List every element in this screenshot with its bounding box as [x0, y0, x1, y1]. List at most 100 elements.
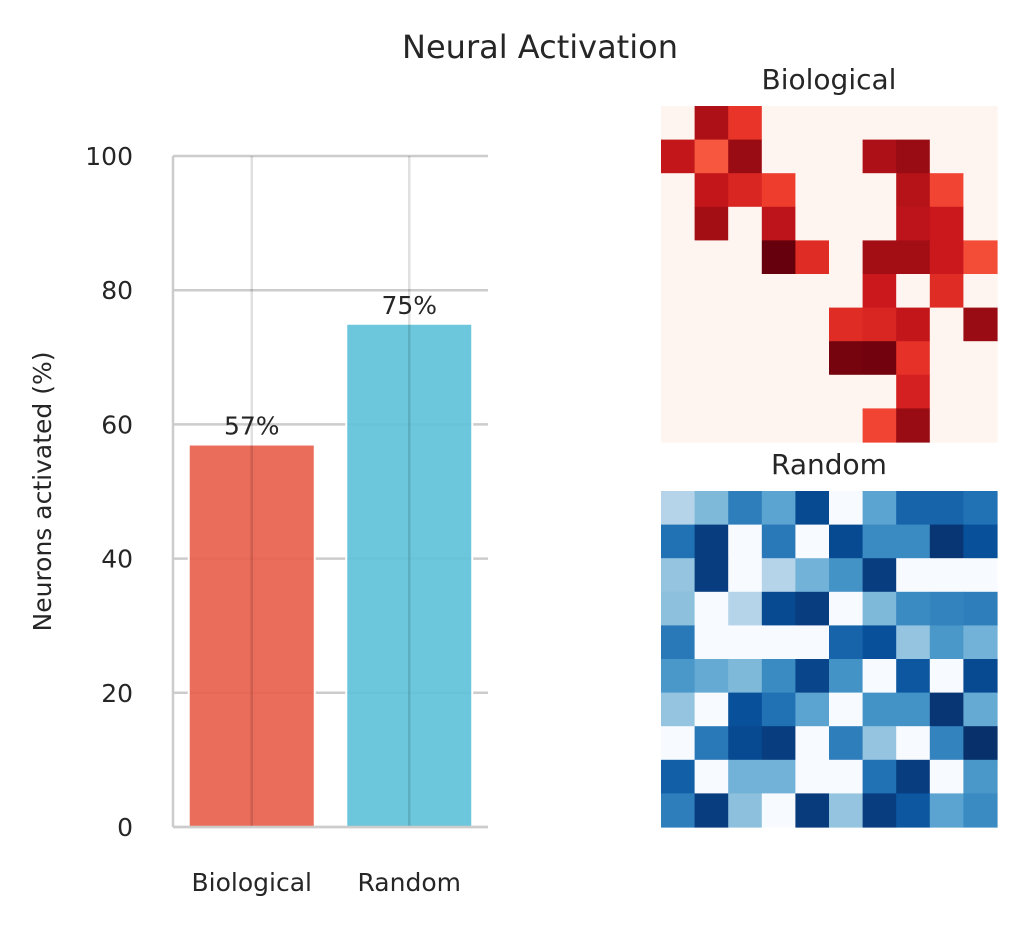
heatmap-cell	[896, 591, 931, 626]
heatmap-cell	[761, 491, 796, 526]
heatmap-cell	[829, 206, 864, 241]
heatmap-cell	[761, 558, 796, 593]
heatmap-cell	[829, 759, 864, 794]
heatmap-cell	[694, 759, 729, 794]
heatmap-cell	[963, 491, 998, 526]
heatmap-cell	[929, 240, 964, 275]
heatmap-cell	[728, 408, 763, 443]
heatmap-cell	[761, 274, 796, 309]
y-tick-label: 80	[101, 276, 133, 305]
heatmap-cell	[963, 558, 998, 593]
heatmap-cell	[795, 726, 830, 761]
heatmap-cell	[862, 307, 897, 342]
heatmap-cell	[694, 692, 729, 727]
heatmap-cell	[829, 491, 864, 526]
heatmap-cell	[862, 374, 897, 409]
heatmap-cell	[963, 374, 998, 409]
heatmap-cell	[963, 240, 998, 275]
heatmap-cell	[694, 274, 729, 309]
heatmap-cell	[929, 793, 964, 828]
heatmap-biological: Biological	[661, 63, 998, 443]
heatmap-cell	[661, 659, 696, 694]
heatmap-cell	[661, 206, 696, 241]
heatmap-cell	[728, 206, 763, 241]
heatmap-cell	[929, 274, 964, 309]
heatmap-cell	[862, 591, 897, 626]
figure-title: Neural Activation	[402, 28, 678, 66]
heatmap-cell	[896, 274, 931, 309]
heatmap-cell	[761, 591, 796, 626]
heatmap-cell	[694, 341, 729, 376]
bar-data-labels: 57% 75%	[224, 291, 437, 441]
heatmap-cell	[728, 591, 763, 626]
heatmap-cell	[829, 558, 864, 593]
y-axis-label: Neurons activated (%)	[28, 352, 57, 632]
heatmap-cell	[963, 106, 998, 141]
heatmap-cell	[829, 374, 864, 409]
heatmap-cell	[829, 408, 864, 443]
heatmap-cell	[661, 524, 696, 559]
bar-series	[187, 322, 474, 828]
heatmap-cell	[661, 139, 696, 174]
heatmap-cell	[694, 524, 729, 559]
heatmap-cell	[862, 408, 897, 443]
heatmap-cell	[929, 625, 964, 660]
heatmap-cell	[929, 726, 964, 761]
heatmap-cell	[694, 106, 729, 141]
heatmap-cell	[795, 274, 830, 309]
heatmap-cell	[929, 408, 964, 443]
heatmap-cell	[661, 558, 696, 593]
heatmap-cell	[862, 625, 897, 660]
y-tick-label: 60	[101, 410, 133, 439]
heatmap-cell	[661, 726, 696, 761]
heatmap-cell	[661, 374, 696, 409]
heatmap-cell	[963, 206, 998, 241]
heatmap-cell	[896, 139, 931, 174]
heatmap-cell	[795, 524, 830, 559]
heatmap-cell	[795, 374, 830, 409]
heatmap-cell	[963, 307, 998, 342]
heatmap-cell	[829, 341, 864, 376]
heatmap-cell	[896, 374, 931, 409]
heatmap-cell	[929, 206, 964, 241]
bar-data-label: 75%	[381, 291, 437, 320]
heatmap-cell	[761, 524, 796, 559]
heatmap-cell	[728, 625, 763, 660]
heatmap-cell	[728, 692, 763, 727]
heatmap-cell	[963, 274, 998, 309]
heatmap-cell	[761, 206, 796, 241]
y-tick-label: 20	[101, 679, 133, 708]
heatmap-cell	[661, 341, 696, 376]
heatmap-cell	[896, 341, 931, 376]
heatmap-cell	[694, 139, 729, 174]
heatmap-cell	[694, 591, 729, 626]
heatmap-cell	[795, 759, 830, 794]
heatmap-cell	[661, 625, 696, 660]
heatmap-cell	[795, 240, 830, 275]
heatmap-cell	[761, 692, 796, 727]
heatmap-cell	[661, 692, 696, 727]
heatmap-cell	[661, 307, 696, 342]
y-tick-label: 40	[101, 545, 133, 574]
heatmap-cell	[761, 408, 796, 443]
heatmap-cell	[795, 173, 830, 208]
heatmap-random-cells	[661, 491, 998, 828]
heatmap-cell	[896, 659, 931, 694]
heatmap-cell	[761, 726, 796, 761]
heatmap-cell	[761, 793, 796, 828]
heatmap-cell	[963, 524, 998, 559]
heatmap-cell	[795, 659, 830, 694]
heatmap-cell	[761, 659, 796, 694]
heatmap-cell	[862, 759, 897, 794]
heatmap-cell	[929, 524, 964, 559]
heatmap-cell	[661, 591, 696, 626]
heatmap-cell	[694, 307, 729, 342]
bar-xgrid	[250, 156, 411, 827]
heatmap-cell	[728, 106, 763, 141]
heatmap-cell	[728, 240, 763, 275]
heatmap-cell	[829, 307, 864, 342]
heatmap-cell	[694, 240, 729, 275]
heatmap-cell	[728, 726, 763, 761]
heatmap-cell	[694, 374, 729, 409]
